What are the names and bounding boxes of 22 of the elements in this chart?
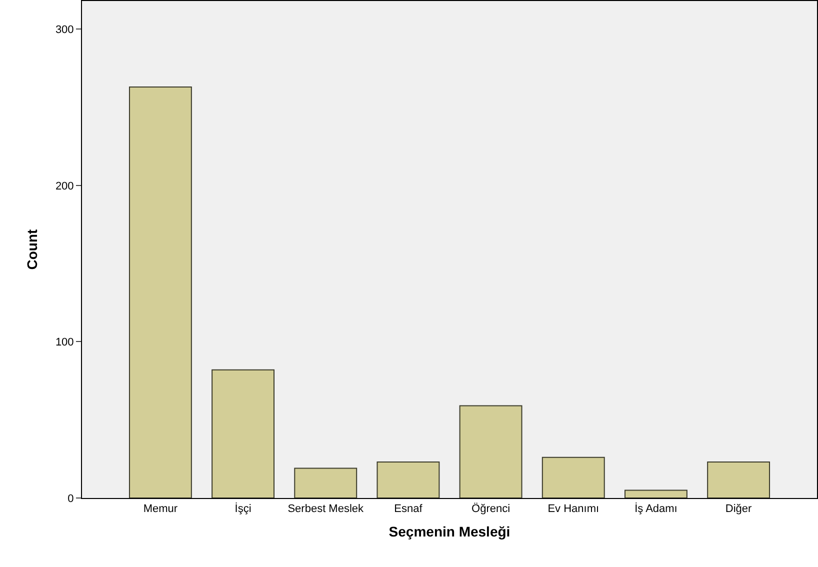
x-tick-label: Serbest Meslek (288, 503, 364, 516)
bar (707, 462, 770, 498)
y-axis-title: Count (24, 228, 40, 270)
bar (128, 86, 192, 498)
x-tick-label: Ev Hanımı (548, 503, 600, 516)
y-tick-label: 300 (55, 24, 74, 36)
x-tick-label: Öğrenci (472, 502, 510, 516)
bar (212, 369, 275, 498)
x-tick-label: Esnaf (394, 503, 424, 516)
bar (542, 456, 605, 498)
y-tick-label: 200 (55, 180, 74, 192)
y-tick-label: 100 (55, 336, 74, 349)
bar (294, 468, 358, 498)
x-tick-label: Diğer (725, 503, 752, 516)
bar (376, 462, 440, 498)
x-tick-label: İş Adamı (634, 502, 678, 516)
y-tick-label: 0 (68, 492, 74, 505)
x-tick-label: Memur (143, 503, 178, 516)
x-tick-label: İşçi (234, 502, 252, 516)
x-axis-title: Seçmenin Mesleği (388, 524, 510, 540)
bar (624, 490, 688, 498)
bar (459, 405, 522, 498)
